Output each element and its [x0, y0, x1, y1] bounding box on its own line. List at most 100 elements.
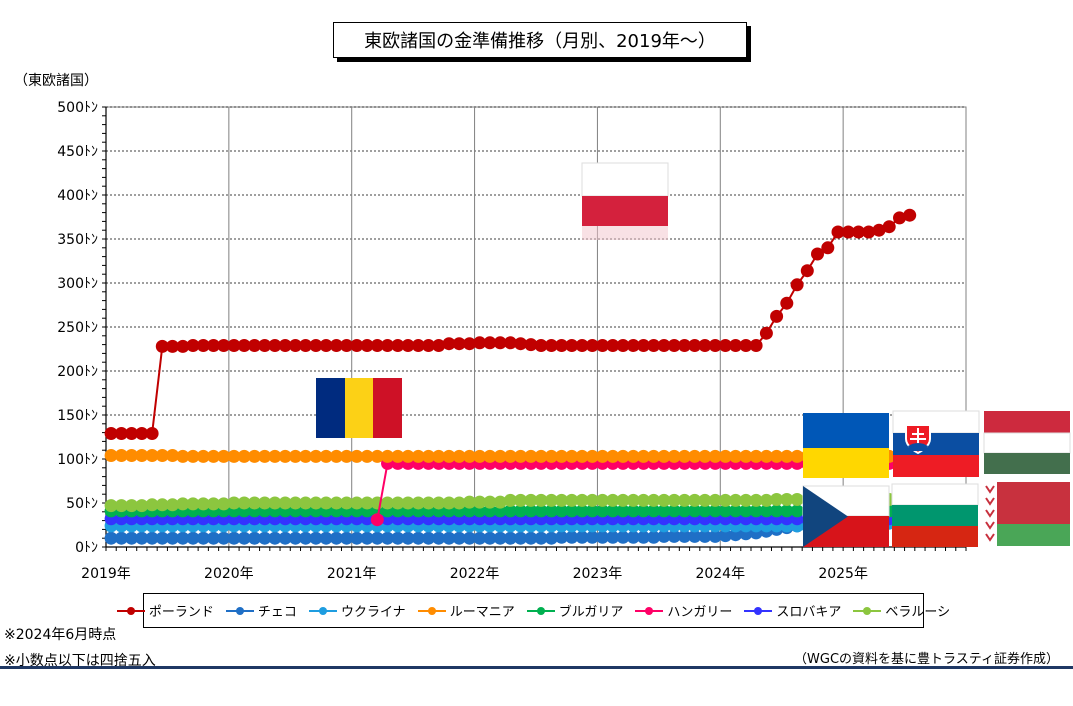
data-point: [299, 496, 313, 510]
data-point: [329, 339, 343, 352]
data-point: [514, 504, 528, 518]
data-point: [575, 493, 589, 507]
x-tick-label: 2023年: [573, 566, 623, 582]
data-point: [626, 339, 640, 352]
data-point: [227, 449, 241, 463]
data-point: [667, 449, 681, 463]
data-point: [831, 225, 845, 239]
legend-label: ベラルーシ: [885, 605, 951, 620]
data-point: [688, 493, 702, 507]
data-point: [565, 449, 579, 463]
data-point: [718, 504, 732, 518]
data-point: [145, 449, 159, 462]
data-point: [288, 449, 302, 463]
data-point: [360, 496, 374, 510]
data-point: [893, 211, 906, 225]
data-point: [422, 449, 435, 463]
flag-belarus-image: [984, 482, 1070, 546]
data-point: [678, 529, 691, 543]
data-point: [688, 529, 702, 543]
data-point: [360, 339, 374, 352]
data-point: [616, 493, 630, 507]
data-point: [135, 499, 149, 513]
y-tick-label: 100ﾄﾝ: [57, 452, 98, 468]
data-point: [852, 225, 865, 239]
data-point: [237, 339, 251, 352]
data-point: [186, 497, 200, 511]
x-tick-label: 2021年: [327, 566, 377, 582]
data-point: [166, 531, 179, 545]
flag-ukraine-image: [803, 413, 889, 478]
data-point: [575, 530, 589, 544]
data-point: [729, 493, 743, 507]
data-point: [637, 530, 650, 544]
data-point: [135, 531, 149, 545]
data-point: [657, 339, 671, 352]
data-point: [463, 449, 476, 463]
data-point: [544, 504, 558, 518]
data-point: [606, 530, 620, 544]
data-point: [718, 449, 732, 463]
data-point: [125, 449, 139, 462]
data-point: [207, 449, 220, 463]
data-point: [739, 493, 753, 507]
flag-slovakia-image: [892, 410, 980, 477]
data-point: [268, 339, 282, 352]
data-point: [309, 531, 323, 545]
data-point: [524, 338, 538, 352]
data-point: [463, 531, 476, 545]
data-point: [248, 531, 261, 545]
data-point: [329, 449, 343, 463]
y-tick-label: 50ﾄﾝ: [66, 496, 98, 512]
data-point: [657, 449, 671, 463]
data-point: [524, 493, 538, 507]
data-point: [473, 495, 487, 509]
y-tick-label: 150ﾄﾝ: [57, 408, 98, 424]
data-point: [381, 449, 394, 463]
data-point: [258, 496, 272, 510]
data-point: [606, 493, 620, 507]
data-point: [288, 531, 302, 545]
data-point: [759, 326, 773, 340]
data-point: [688, 504, 702, 518]
data-point: [207, 531, 220, 545]
data-point: [248, 496, 261, 510]
data-point: [585, 339, 599, 352]
data-point: [442, 496, 456, 510]
data-point: [176, 449, 190, 463]
data-point: [872, 223, 886, 237]
data-point: [248, 339, 261, 352]
data-point: [422, 496, 435, 510]
data-point: [299, 339, 313, 352]
legend-label: ルーマニア: [449, 605, 515, 620]
data-point: [166, 339, 179, 353]
data-point: [729, 504, 743, 518]
data-point: [729, 339, 743, 352]
x-tick-label: 2022年: [450, 566, 500, 582]
data-point: [585, 504, 599, 518]
data-point: [637, 504, 650, 518]
data-point: [575, 339, 589, 352]
data-point: [688, 449, 702, 463]
data-point: [135, 427, 149, 440]
data-point: [780, 504, 794, 518]
data-point: [237, 531, 251, 545]
bottom-divider: [0, 666, 1073, 669]
data-point: [606, 449, 620, 463]
y-tick-label: 400ﾄﾝ: [57, 188, 98, 204]
data-point: [647, 449, 661, 463]
data-point: [319, 339, 333, 352]
data-point: [360, 449, 374, 463]
data-point: [565, 504, 579, 518]
data-point: [678, 504, 691, 518]
data-point: [422, 531, 435, 545]
data-point: [463, 337, 476, 351]
data-point: [268, 496, 282, 510]
data-point: [657, 504, 671, 518]
data-point: [739, 339, 753, 352]
data-point: [718, 529, 732, 543]
data-point: [647, 493, 661, 507]
data-point: [503, 336, 517, 350]
data-point: [780, 296, 794, 310]
data-point: [155, 498, 169, 512]
